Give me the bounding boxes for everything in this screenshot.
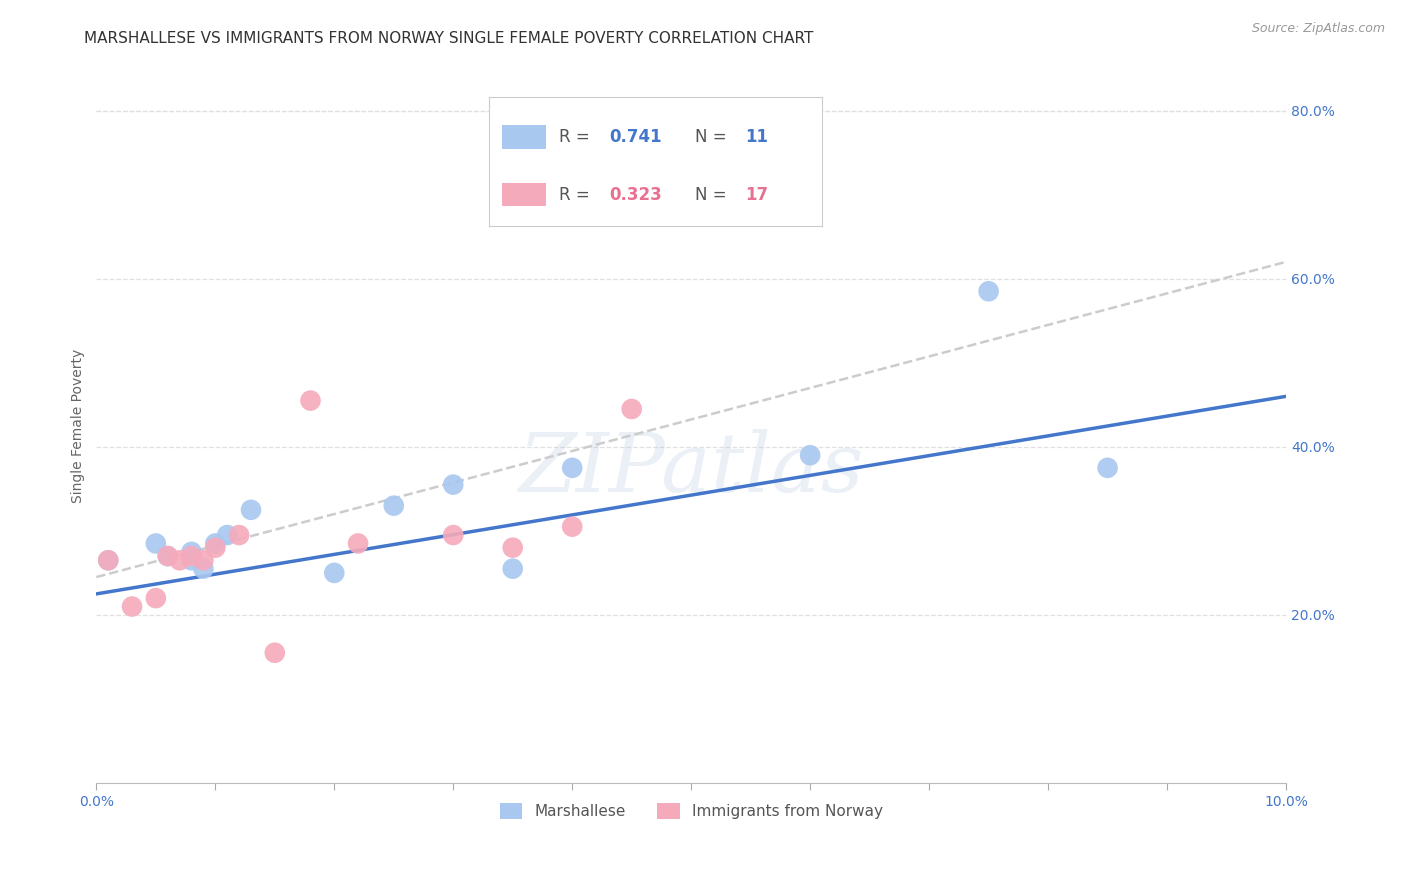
Point <box>347 536 370 550</box>
Point <box>299 393 322 408</box>
Point <box>740 183 762 197</box>
Point <box>97 553 120 567</box>
Point <box>217 528 239 542</box>
Text: Source: ZipAtlas.com: Source: ZipAtlas.com <box>1251 22 1385 36</box>
Point <box>228 528 250 542</box>
Point <box>193 562 215 576</box>
Legend: Marshallese, Immigrants from Norway: Marshallese, Immigrants from Norway <box>494 797 889 825</box>
Point <box>977 285 1000 299</box>
Point <box>240 503 263 517</box>
Point <box>156 549 179 563</box>
Point <box>502 562 524 576</box>
Point <box>323 566 346 580</box>
Point <box>620 401 643 416</box>
Point <box>180 545 202 559</box>
Text: MARSHALLESE VS IMMIGRANTS FROM NORWAY SINGLE FEMALE POVERTY CORRELATION CHART: MARSHALLESE VS IMMIGRANTS FROM NORWAY SI… <box>84 31 814 46</box>
Point <box>1097 460 1119 475</box>
Point <box>180 553 202 567</box>
Point <box>156 549 179 563</box>
Point <box>97 553 120 567</box>
Point <box>502 541 524 555</box>
Point <box>263 646 285 660</box>
Point <box>169 553 191 567</box>
Point <box>193 553 215 567</box>
Point <box>441 528 464 542</box>
Point <box>441 477 464 491</box>
Point <box>561 519 583 533</box>
Point <box>180 549 202 563</box>
Point <box>121 599 143 614</box>
Point <box>204 536 226 550</box>
Y-axis label: Single Female Poverty: Single Female Poverty <box>72 349 86 503</box>
Point <box>204 541 226 555</box>
Point <box>145 536 167 550</box>
Point <box>382 499 405 513</box>
Text: ZIPatlas: ZIPatlas <box>519 429 863 508</box>
Point <box>799 448 821 462</box>
Point <box>145 591 167 606</box>
Point <box>561 460 583 475</box>
